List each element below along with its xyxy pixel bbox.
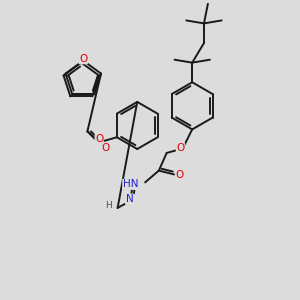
Text: O: O [101,143,109,153]
Text: O: O [176,143,184,153]
Text: H: H [105,201,112,210]
Text: O: O [79,54,87,64]
Text: O: O [95,134,103,144]
Text: O: O [175,169,184,179]
Text: N: N [125,194,133,204]
Text: HN: HN [123,179,138,189]
